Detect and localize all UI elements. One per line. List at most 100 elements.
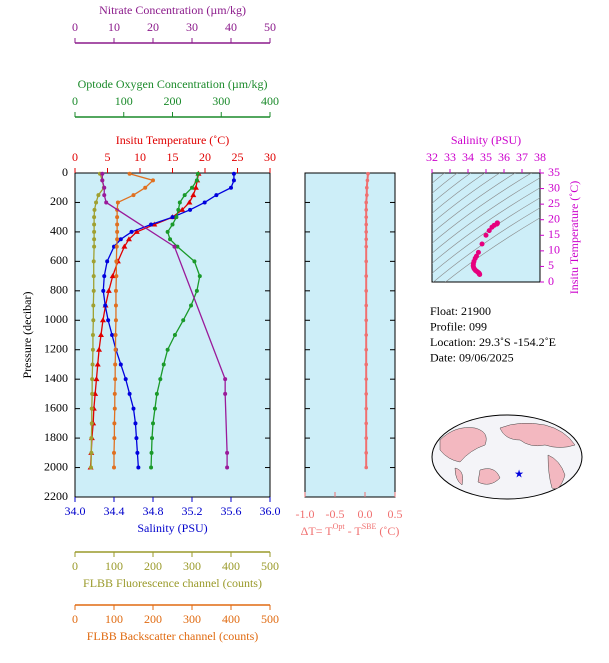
ts-point (477, 272, 483, 278)
profile-point (194, 178, 199, 183)
x-axis-title: Salinity (PSU) (451, 133, 521, 147)
profile-point (94, 200, 99, 205)
profile-point (90, 347, 95, 352)
profile-point (179, 206, 186, 212)
difference-point (364, 362, 369, 367)
x-tick-label: 200 (164, 94, 182, 108)
profile-point (113, 362, 118, 367)
x-tick-label: 30 (186, 20, 198, 34)
profile-point (91, 288, 96, 293)
float-location-star: ★ (514, 469, 524, 481)
y-tick-label: 1200 (44, 341, 68, 355)
profile-point (131, 193, 136, 198)
profile-point (109, 273, 116, 279)
x-tick-label: 36 (498, 150, 510, 164)
profile-point (134, 436, 139, 441)
difference-point (364, 333, 369, 337)
density-contour (432, 187, 540, 264)
profile-point (92, 229, 97, 234)
y-tick-label: 0 (548, 274, 554, 288)
profile-point (103, 303, 108, 308)
difference-point (366, 171, 370, 176)
density-contour (432, 177, 540, 254)
profile-panel (74, 172, 271, 498)
profile-point (170, 222, 175, 227)
x-tick-label: 200 (144, 559, 162, 573)
profile-point (172, 333, 177, 337)
x-tick-label: 50 (264, 20, 276, 34)
profile-point (165, 347, 170, 352)
profile-point (92, 244, 97, 249)
x-tick-label: 35 (480, 150, 492, 164)
y-tick-label: 1000 (44, 312, 68, 326)
x-axis-title-part: Opt (333, 522, 346, 531)
profile-point (89, 421, 94, 426)
difference-point (364, 347, 369, 352)
x-tick-label: 0 (72, 94, 78, 108)
profile-point (229, 185, 233, 190)
ts-points (470, 220, 500, 278)
difference-point (364, 222, 369, 227)
x-tick-label: 0 (72, 559, 78, 573)
x-tick-label: 34.0 (65, 504, 86, 518)
profile-point (112, 450, 116, 455)
profile-point (112, 421, 117, 426)
x-axis-title: Nitrate Concentration (µm/kg) (99, 3, 246, 17)
profile-point (96, 193, 101, 198)
profile-point (174, 215, 179, 220)
profile-point (92, 215, 97, 220)
difference-point (364, 215, 369, 219)
y-tick-label: 800 (50, 283, 68, 297)
x-tick-label: 100 (115, 94, 133, 108)
profile-point (92, 237, 97, 242)
profile-point (115, 229, 120, 234)
x-axis-title-part: SBE (362, 522, 377, 531)
y-tick-label: 2200 (44, 489, 68, 503)
difference-point (364, 208, 369, 212)
profile-point (113, 347, 118, 352)
profile-point (114, 274, 119, 279)
location-map: ★ (431, 414, 583, 500)
profile-point (106, 318, 111, 323)
density-contour (432, 173, 458, 194)
profile-point (123, 377, 128, 382)
profile-point (133, 421, 138, 426)
profile-point (181, 318, 186, 323)
x-tick-label: 200 (144, 612, 162, 626)
profile-point (231, 178, 236, 183)
profile-point (89, 450, 94, 455)
profile-point (172, 244, 177, 249)
profile-point (104, 200, 109, 205)
difference-point (364, 406, 369, 411)
x-axis-title-part: ΔT= T (301, 524, 334, 538)
profile-point (194, 288, 199, 293)
difference-point (364, 244, 369, 249)
float-info: Float: 21900 (430, 304, 491, 318)
x-tick-label: 400 (261, 94, 279, 108)
profile-point (89, 436, 94, 441)
profile-point (192, 184, 199, 190)
x-tick-label: 38 (534, 150, 546, 164)
x-tick-label: 5 (105, 150, 111, 164)
profile-point (101, 288, 106, 293)
profile-point (91, 318, 96, 323)
profile-point (151, 421, 155, 426)
x-axis-title: Insitu Temperature (˚C) (116, 133, 230, 147)
float-info: Profile: 099 (430, 319, 487, 333)
profile-point (91, 259, 96, 264)
profile-point (96, 346, 103, 352)
y-tick-label: 30 (548, 180, 560, 194)
x-tick-label: -0.5 (326, 507, 345, 521)
x-tick-label: 0.0 (358, 507, 373, 521)
density-contour (433, 207, 540, 282)
profile-point (98, 332, 104, 337)
x-tick-label: 0 (72, 20, 78, 34)
ts-point (486, 228, 492, 234)
profile-point (125, 236, 132, 242)
profile-point (118, 237, 123, 242)
profile-point (102, 274, 107, 279)
x-tick-label: 32 (426, 150, 438, 164)
x-tick-label: 10 (134, 150, 146, 164)
y-tick-label: 0 (62, 165, 68, 179)
x-tick-label: 34.8 (143, 504, 164, 518)
